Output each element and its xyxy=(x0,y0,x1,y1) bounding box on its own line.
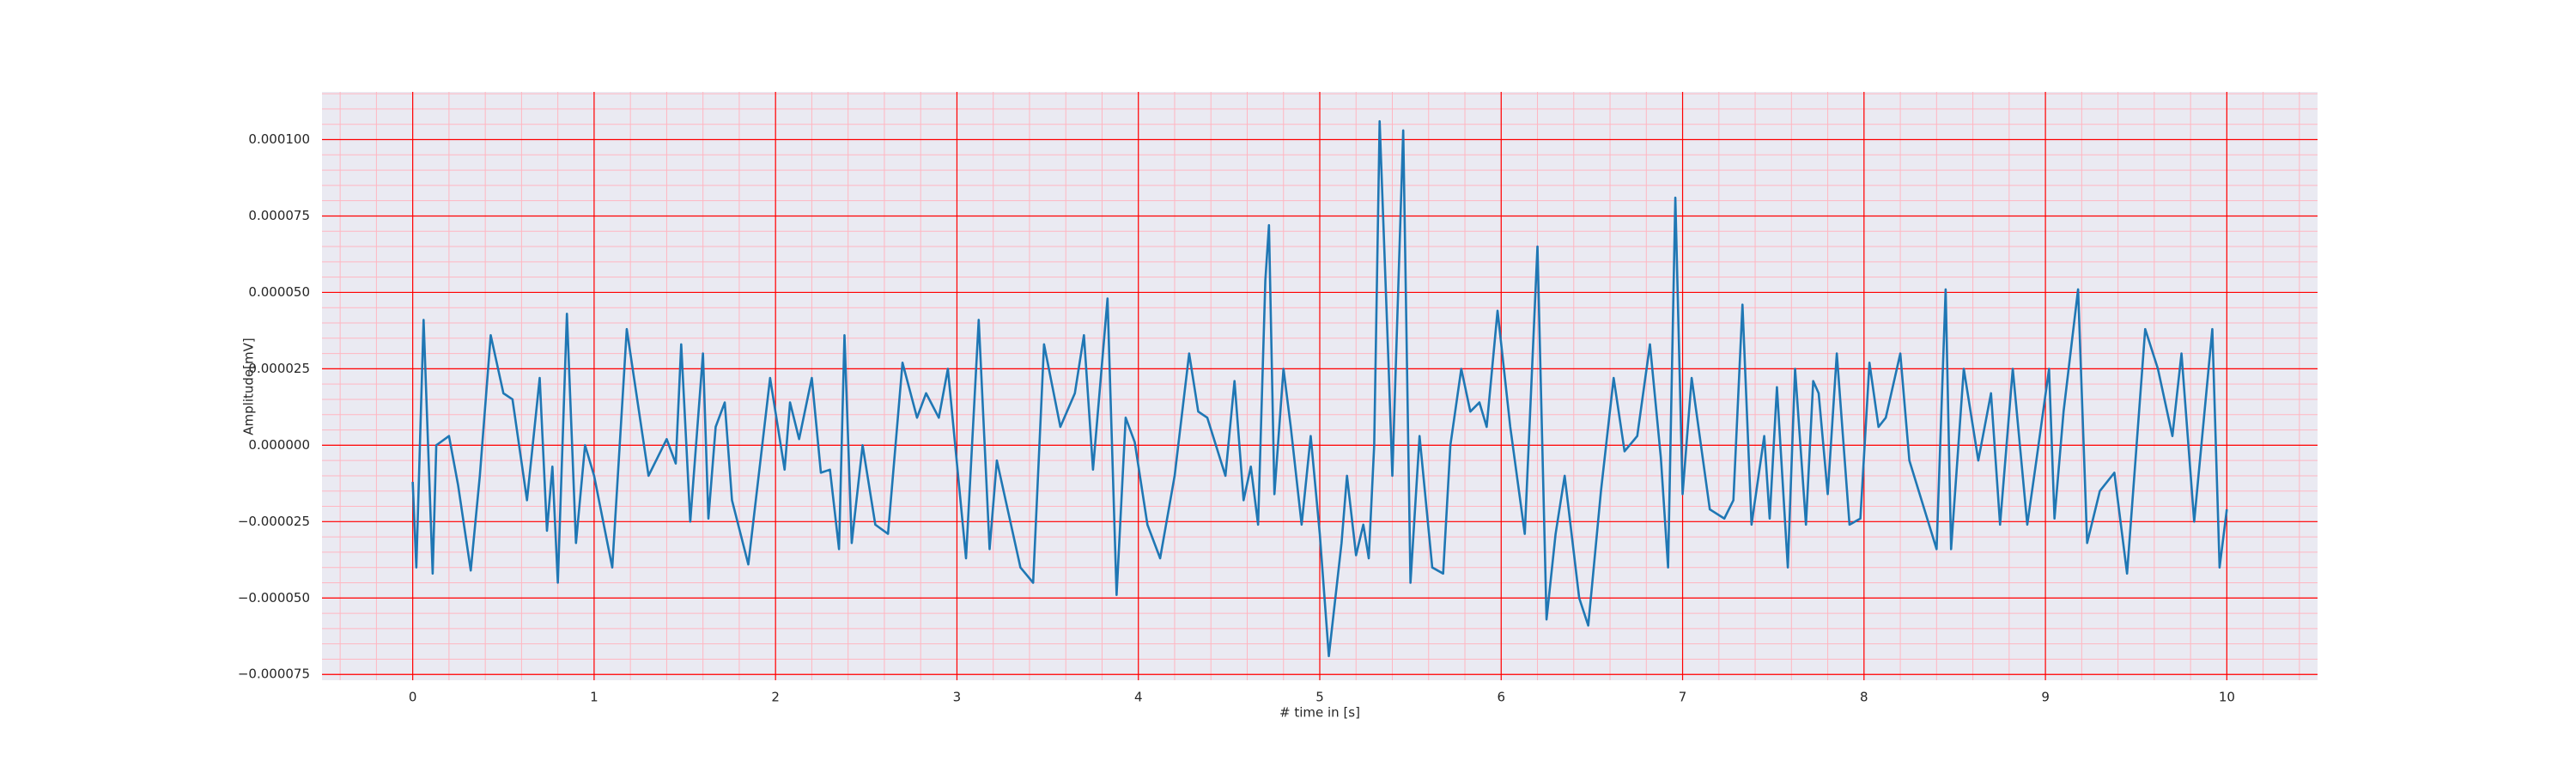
x-tick-label: 5 xyxy=(1315,690,1324,705)
x-tick-label: 9 xyxy=(2041,690,2050,705)
x-tick-label: 7 xyxy=(1679,690,1687,705)
y-tick-label: 0.000025 xyxy=(248,361,310,376)
y-tick-label: −0.000050 xyxy=(238,590,310,606)
y-tick-label: 0.000050 xyxy=(248,284,310,300)
x-tick-label: 10 xyxy=(2219,690,2235,705)
x-axis-label: # time in [s] xyxy=(1279,705,1360,721)
line-series xyxy=(411,119,2228,658)
x-tick-label: 0 xyxy=(409,690,417,705)
y-tick-label: −0.000025 xyxy=(238,514,310,529)
x-tick-label: 6 xyxy=(1497,690,1505,705)
x-tick-label: 2 xyxy=(771,690,780,705)
x-tick-label: 1 xyxy=(590,690,598,705)
y-tick-label: 0.000075 xyxy=(248,208,310,223)
y-tick-label: −0.000075 xyxy=(238,666,310,682)
y-tick-label: 0.000100 xyxy=(248,131,310,147)
x-tick-label: 3 xyxy=(953,690,962,705)
y-axis-label: Amplitude[mV] xyxy=(241,338,257,435)
x-tick-label: 4 xyxy=(1134,690,1143,705)
y-tick-label: 0.000000 xyxy=(248,437,310,453)
x-tick-label: 8 xyxy=(1860,690,1868,705)
